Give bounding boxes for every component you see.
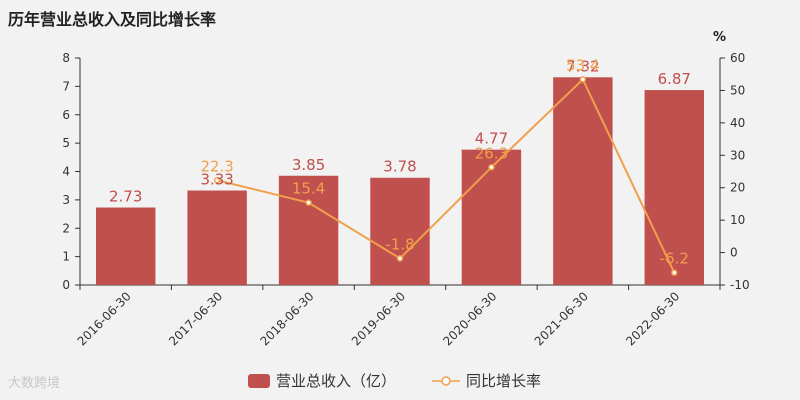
right-tick-label: -10	[730, 278, 750, 292]
line-value-label: 26.3	[475, 144, 508, 162]
right-tick-label: 40	[730, 116, 745, 130]
right-tick-label: 10	[730, 213, 745, 227]
bar	[644, 90, 704, 285]
line-point	[671, 269, 678, 276]
x-tick-label: 2017-06-30	[166, 289, 225, 348]
line-value-label: -6.2	[660, 250, 689, 268]
bar	[278, 175, 339, 285]
left-tick-label: 2	[62, 221, 70, 235]
x-tick-label: 2022-06-30	[623, 289, 682, 348]
left-tick-label: 5	[62, 136, 70, 150]
growth-line	[216, 77, 676, 274]
bar	[553, 77, 613, 285]
left-tick-label: 3	[62, 193, 70, 207]
bar	[370, 177, 430, 285]
bar-value-label: 2.73	[109, 188, 142, 206]
bar-value-label: 3.85	[292, 156, 325, 174]
line-point	[213, 177, 221, 184]
data-labels: 2.73 3.33 3.85 3.78 4.77 7.32 6.87 22.3 15.4 -1.8…	[109, 56, 691, 267]
left-tick-label: 6	[62, 108, 70, 122]
bar-value-label: 3.78	[383, 158, 416, 176]
line-value-label: 22.3	[200, 157, 233, 175]
line-point	[396, 255, 404, 262]
bar-value-label: 4.77	[475, 130, 508, 148]
bar	[461, 149, 522, 285]
legend-line-label: 同比增长率	[466, 372, 541, 390]
line-series	[213, 76, 678, 276]
legend-bar-swatch	[248, 374, 270, 388]
chart-title: 历年营业总收入及同比增长率	[8, 10, 217, 29]
left-tick-label: 8	[62, 51, 70, 65]
x-tick-label: 2020-06-30	[440, 289, 499, 348]
right-tick-label: 20	[730, 181, 745, 195]
legend-line-marker	[441, 376, 451, 386]
line-point	[305, 199, 312, 206]
left-tick-label: 4	[62, 165, 70, 179]
bar-value-label: 3.33	[200, 171, 233, 189]
line-value-label: -1.8	[385, 235, 414, 253]
right-tick-label: 50	[730, 83, 745, 97]
line-point	[488, 164, 495, 171]
line-value-label: 15.4	[292, 180, 325, 198]
left-tick-label: 0	[62, 278, 70, 292]
watermark-text: 大数跨境	[8, 376, 61, 391]
right-tick-label: 30	[730, 148, 745, 162]
bar-value-label: 6.87	[658, 70, 691, 88]
right-axis-unit: %	[713, 30, 726, 45]
x-tick-label: 2021-06-30	[532, 289, 591, 348]
x-tick-label: 2019-06-30	[349, 289, 408, 348]
left-tick-label: 7	[62, 79, 70, 93]
line-point	[579, 76, 587, 83]
bar	[96, 207, 156, 285]
x-tick-label: 2016-06-30	[75, 289, 134, 348]
bar	[187, 190, 247, 285]
bar-value-label: 7.32	[566, 57, 599, 75]
right-tick-label: 60	[730, 51, 745, 65]
right-tick-label: 0	[730, 246, 738, 260]
legend-bar-label: 营业总收入（亿）	[276, 372, 396, 390]
legend: 营业总收入（亿） 同比增长率	[248, 372, 541, 390]
left-tick-label: 1	[62, 250, 70, 264]
line-value-label: 53.4	[566, 56, 599, 74]
bar-series	[96, 77, 704, 285]
x-tick-label: 2018-06-30	[257, 289, 316, 348]
